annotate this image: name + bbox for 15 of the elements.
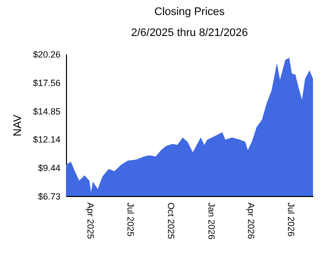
x-tick-label: Jan 2026 xyxy=(206,202,216,240)
y-tick-label: $6.73 xyxy=(38,192,60,202)
x-tick-label: Jul 2026 xyxy=(286,202,296,237)
y-axis-title: NAV xyxy=(12,114,24,136)
x-tick-label: Oct 2025 xyxy=(166,202,176,240)
y-tick-label: $17.56 xyxy=(32,78,60,88)
chart-title: Closing Prices xyxy=(154,6,226,18)
chart-subtitle: 2/6/2025 thru 8/21/2026 xyxy=(131,27,248,39)
x-tick-label: Apr 2025 xyxy=(85,202,96,240)
x-tick-label: Jul 2025 xyxy=(125,202,136,237)
y-tick-label: $12.14 xyxy=(32,134,60,145)
y-tick-label: $9.44 xyxy=(38,163,60,174)
y-tick-label: $20.26 xyxy=(32,50,60,60)
x-tick-label: Apr 2026 xyxy=(246,202,256,240)
y-tick-label: $14.85 xyxy=(32,106,60,116)
